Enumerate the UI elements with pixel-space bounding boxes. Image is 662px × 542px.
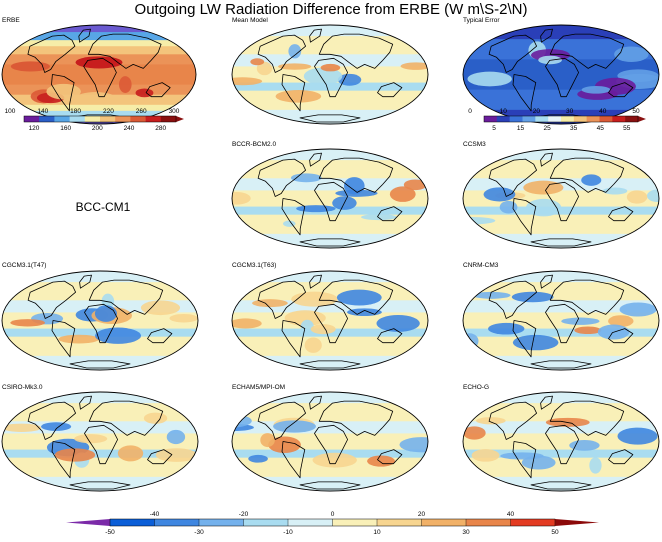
panel-label-mean-model: Mean Model bbox=[232, 17, 268, 24]
colorbar-segment bbox=[377, 519, 422, 526]
colorbar-tick-label: 35 bbox=[570, 125, 578, 132]
map-cnrm-cm3 bbox=[462, 270, 660, 371]
panel-label-cgcm3-t47: CGCM3.1(T47) bbox=[2, 262, 47, 269]
colorbar-tick-label: -40 bbox=[150, 511, 160, 518]
colorbar-segment bbox=[625, 116, 639, 122]
colorbar-tick-label: 50 bbox=[551, 529, 559, 536]
colorbar-tick-label: -20 bbox=[239, 511, 249, 518]
colorbar-segment bbox=[561, 116, 575, 122]
colorbar-segment bbox=[573, 116, 587, 122]
colorbar-segment bbox=[54, 116, 70, 122]
colorbar-tick-label: 300 bbox=[169, 108, 180, 115]
map-mean-model bbox=[231, 24, 429, 125]
colorbar-tick-label: 260 bbox=[136, 108, 147, 115]
map-bccr-bcm2 bbox=[231, 148, 429, 249]
colorbar-tick-label: 120 bbox=[29, 125, 40, 132]
colorbar-segment bbox=[130, 116, 146, 122]
colorbar-segment bbox=[243, 519, 289, 526]
panel-label-csiro-mk3: CSIRO-Mk3.0 bbox=[2, 384, 43, 391]
map-ccsm3 bbox=[462, 148, 660, 249]
colorbar-segment bbox=[69, 116, 86, 122]
colorbar-segment bbox=[84, 116, 101, 122]
colorbar-segment bbox=[548, 116, 562, 122]
panel-label-bccr-bcm2: BCCR-BCM2.0 bbox=[232, 141, 277, 148]
colorbar-segment bbox=[332, 519, 378, 526]
panel-label-erbe: ERBE bbox=[2, 17, 20, 24]
panel-label-echam5: ECHAM5/MPI-OM bbox=[232, 384, 286, 391]
colorbar-tick-label: 30 bbox=[462, 529, 470, 536]
colorbar-segment bbox=[535, 116, 549, 122]
colorbar-tick-label: 40 bbox=[507, 511, 515, 518]
colorbar-tick-label: 160 bbox=[60, 125, 71, 132]
colorbar-difference: -40 -20 0 20 40 -50 -30 -10 10 30 50 bbox=[66, 511, 599, 536]
colorbar-segment bbox=[522, 116, 536, 122]
colorbar-segment bbox=[160, 116, 177, 122]
map-echam5 bbox=[231, 391, 429, 492]
colorbar-segment bbox=[466, 519, 511, 526]
panel-label-cgcm3-t63: CGCM3.1(T63) bbox=[232, 262, 277, 269]
map-cgcm3-t47 bbox=[1, 270, 199, 371]
figure-title: Outgoing LW Radiation Difference from ER… bbox=[134, 1, 528, 18]
colorbar-tick-label: 140 bbox=[37, 108, 48, 115]
colorbar-tick-label: -30 bbox=[194, 529, 204, 536]
colorbar-erbe: 100 140 180 220 260 300 120 160 200 240 280 bbox=[5, 108, 184, 132]
colorbar-tick-label: 50 bbox=[632, 108, 640, 115]
colorbar-tick-label: 0 bbox=[468, 108, 472, 115]
panel-label-ccsm3: CCSM3 bbox=[463, 141, 486, 148]
map-erbe bbox=[1, 24, 197, 125]
colorbar-tick-label: -50 bbox=[105, 529, 115, 536]
colorbar-tick-label: 30 bbox=[566, 108, 574, 115]
colorbar-tick-label: 5 bbox=[492, 125, 496, 132]
colorbar-tick-label: 15 bbox=[517, 125, 525, 132]
colorbar-segment bbox=[421, 519, 467, 526]
colorbar-segment bbox=[612, 116, 626, 122]
map-csiro-mk3 bbox=[1, 391, 199, 492]
colorbar-tick-label: 220 bbox=[103, 108, 114, 115]
colorbar-segment bbox=[100, 116, 116, 122]
colorbar-tick-label: 0 bbox=[331, 511, 335, 518]
colorbar-tick-label: 20 bbox=[418, 511, 426, 518]
colorbar-tick-label: 10 bbox=[500, 108, 508, 115]
colorbar-tick-label: 200 bbox=[92, 125, 103, 132]
bcc-cm1-label: BCC-CM1 bbox=[75, 200, 131, 214]
map-cgcm3-t63 bbox=[231, 270, 429, 371]
colorbar-segment bbox=[39, 116, 55, 122]
colorbar-segment bbox=[110, 519, 155, 526]
panel-label-typical-error: Typical Error bbox=[463, 17, 500, 24]
colorbar-segment bbox=[509, 116, 523, 122]
map-echo-g bbox=[462, 391, 660, 492]
colorbar-tick-label: 280 bbox=[155, 125, 166, 132]
colorbar-segment bbox=[510, 519, 556, 526]
colorbar-segment bbox=[24, 116, 40, 122]
colorbar-segment bbox=[288, 519, 333, 526]
panel-label-cnrm-cm3: CNRM-CM3 bbox=[463, 262, 499, 269]
colorbar-tick-label: 180 bbox=[70, 108, 81, 115]
colorbar-segment bbox=[484, 116, 498, 122]
colorbar-tick-label: 240 bbox=[124, 125, 135, 132]
colorbar-tick-label: 45 bbox=[597, 125, 605, 132]
colorbar-tick-label: -10 bbox=[283, 529, 293, 536]
colorbar-tick-label: 20 bbox=[533, 108, 541, 115]
colorbar-segment bbox=[115, 116, 131, 122]
colorbar-tick-label: 25 bbox=[543, 125, 551, 132]
colorbar-typical-error: 0 10 20 30 40 50 5 15 25 35 45 55 bbox=[468, 108, 646, 132]
colorbar-tick-label: 100 bbox=[5, 108, 16, 115]
colorbar-segment bbox=[154, 519, 200, 526]
colorbar-tick-label: 55 bbox=[623, 125, 631, 132]
colorbar-segment bbox=[145, 116, 162, 122]
colorbar-tick-label: 40 bbox=[599, 108, 607, 115]
panel-label-echo-g: ECHO-G bbox=[463, 384, 489, 391]
colorbar-tick-label: 10 bbox=[373, 529, 381, 536]
colorbar-segment bbox=[599, 116, 613, 122]
colorbar-segment bbox=[199, 519, 244, 526]
colorbar-segment bbox=[586, 116, 600, 122]
colorbar-segment bbox=[496, 116, 510, 122]
